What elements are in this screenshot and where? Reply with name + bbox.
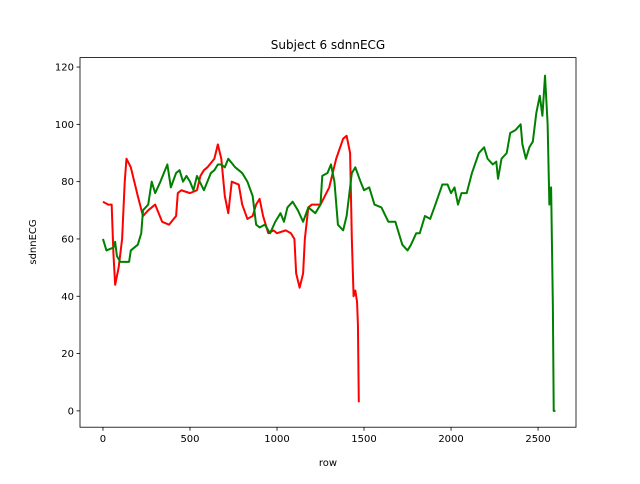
y-tick-label: 40 <box>61 292 74 303</box>
axes-frame <box>79 57 577 428</box>
line-series <box>102 74 556 412</box>
y-tick-label: 20 <box>61 349 74 360</box>
y-tick-label: 120 <box>55 63 74 74</box>
y-tick-label: 80 <box>61 177 74 188</box>
y-tick-label: 60 <box>61 234 74 245</box>
x-tick-label: 500 <box>180 434 199 445</box>
y-tick-label: 100 <box>55 120 74 131</box>
x-tick-label: 2500 <box>525 434 550 445</box>
chart-title: Subject 6 sdnnECG <box>271 38 385 52</box>
x-tick-label: 2000 <box>438 434 463 445</box>
y-tick-label: 0 <box>68 406 74 417</box>
x-tick-label: 0 <box>100 434 106 445</box>
x-tick-label: 1500 <box>351 434 376 445</box>
y-axis-label: sdnnECG <box>28 219 39 264</box>
line-series <box>102 134 360 403</box>
x-axis-label: row <box>319 458 337 469</box>
x-tick-label: 1000 <box>264 434 289 445</box>
